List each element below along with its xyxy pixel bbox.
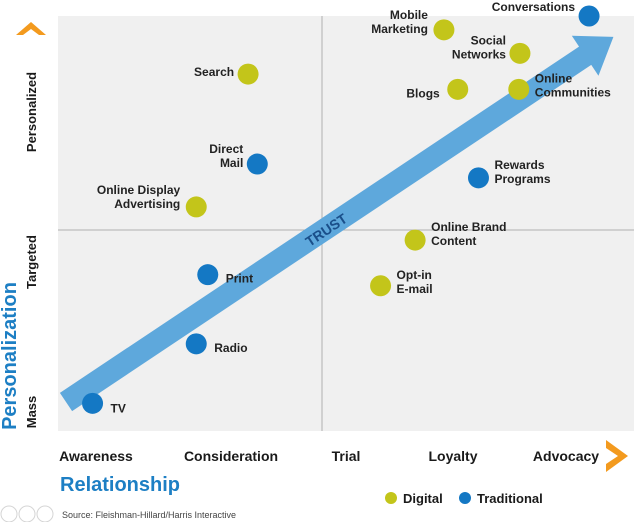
x-category-trial: Trial	[332, 448, 361, 464]
x-category-loyalty: Loyalty	[428, 448, 477, 464]
legend-item-digital: Digital	[403, 491, 443, 506]
y-axis-title: Personalization	[0, 282, 21, 430]
legend: Digital Traditional	[385, 491, 543, 506]
point-opt-in-e-mail	[370, 275, 392, 297]
label-print: Print	[226, 272, 253, 286]
x-categories: Awareness Consideration Trial Loyalty Advoca…	[59, 448, 599, 464]
label-online-communities: Online Communities	[535, 71, 611, 99]
legend-swatch-digital	[385, 492, 397, 504]
legend-item-traditional: Traditional	[477, 491, 543, 506]
point-tv	[82, 392, 104, 414]
legend-swatch-traditional	[459, 492, 471, 504]
label-search: Search	[194, 65, 234, 79]
footer-circle-icon	[0, 505, 18, 522]
point-radio	[185, 333, 207, 355]
point-social-networks	[509, 42, 531, 64]
point-online-display-advertising	[185, 196, 207, 218]
x-category-awareness: Awareness	[59, 448, 133, 464]
label-radio: Radio	[214, 341, 247, 355]
footer-circle-icon	[36, 505, 54, 522]
data-points	[82, 5, 600, 414]
point-labels: Mobile Marketing Social Networks Search Blogs…	[97, 0, 611, 415]
x-axis-title: Relationship	[60, 474, 180, 496]
point-mobile-marketing	[433, 19, 455, 41]
trust-arrow	[59, 35, 614, 412]
point-print	[197, 264, 219, 286]
y-level-targeted: Targeted	[24, 235, 39, 289]
point-rewards-programs	[467, 167, 489, 189]
footer-circle-icon	[18, 505, 36, 522]
point-direct-mail	[246, 153, 268, 175]
point-online-communities	[508, 78, 530, 100]
label-online-brand-content: Online Brand Content	[431, 220, 506, 248]
label-tv: TV	[111, 401, 126, 415]
y-level-mass: Mass	[24, 396, 39, 429]
label-face-to-face-conversations: Face-to-faceConversations	[492, 0, 576, 14]
x-axis-arrow-icon	[606, 440, 628, 472]
footer-icons	[0, 505, 54, 522]
label-direct-mail: Direct Mail	[209, 142, 243, 170]
label-mobile-marketing: Mobile Marketing	[371, 8, 428, 36]
point-face-to-face-conversations	[578, 5, 600, 27]
point-blogs	[447, 78, 469, 100]
label-online-display-advertising: Online Display Advertising	[97, 183, 181, 211]
y-axis-arrow-icon	[16, 22, 46, 35]
label-blogs: Blogs	[406, 86, 440, 100]
x-category-consideration: Consideration	[184, 448, 278, 464]
label-social-networks: Social Networks	[452, 33, 506, 61]
source-note: Source: Fleishman-Hillard/Harris Interac…	[62, 510, 236, 520]
y-level-personalized: Personalized	[24, 72, 39, 152]
label-opt-in-e-mail: Opt-in E-mail	[397, 268, 433, 296]
point-search	[237, 63, 259, 85]
point-online-brand-content	[404, 229, 426, 251]
label-rewards-programs: Rewards Programs	[494, 158, 550, 186]
x-category-advocacy: Advocacy	[533, 448, 599, 464]
